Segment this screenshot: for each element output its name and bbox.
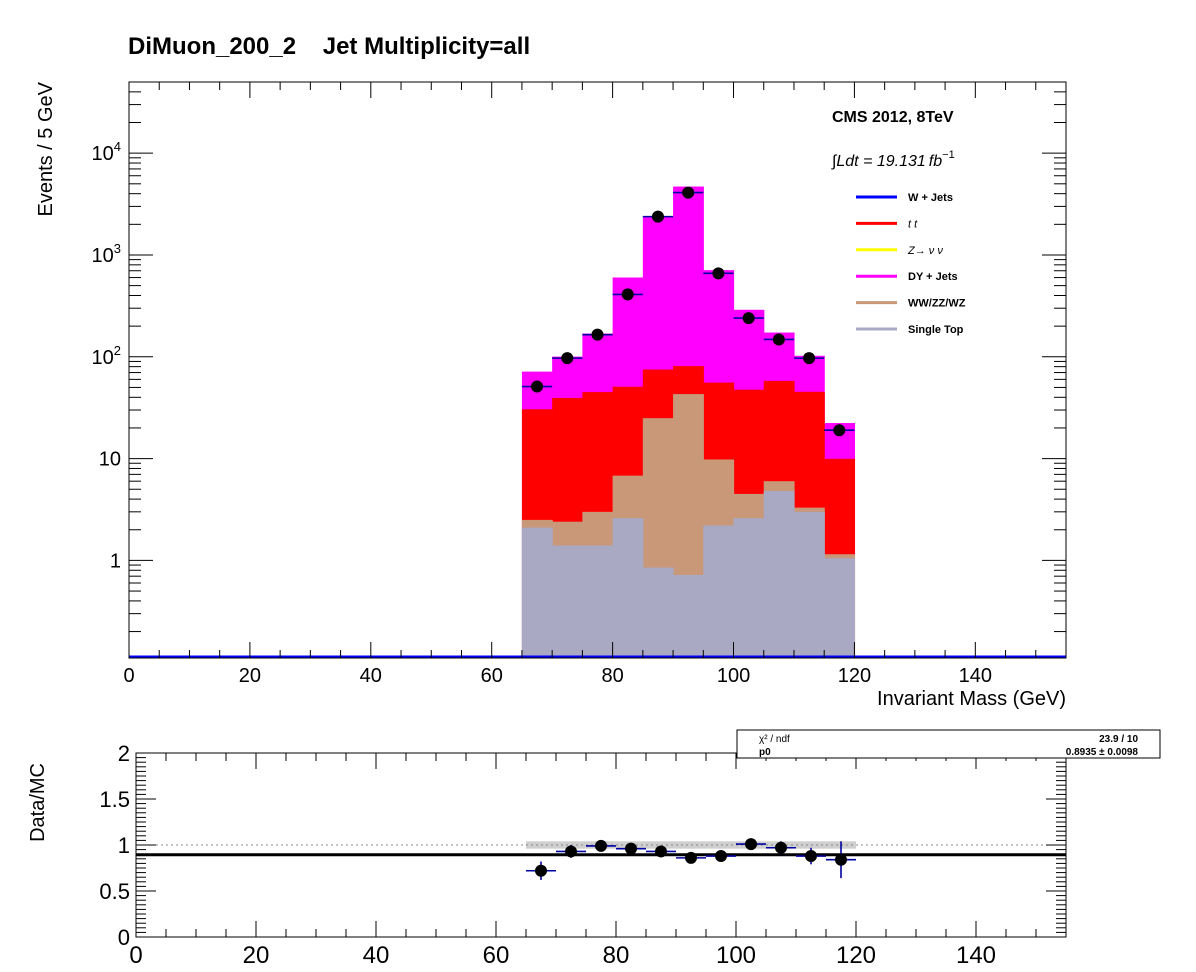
data-point (531, 380, 544, 393)
main-plot-frame: 0 20 40 60 80 100 120 140 1 10 102 103 104 (92, 81, 1067, 687)
p0-value: 0.8935 ± 0.0098 (1066, 747, 1139, 758)
data-point (772, 333, 785, 346)
ratio-x-tick-label: 80 (603, 942, 630, 969)
y-tick-label: 1 (110, 550, 121, 572)
luminosity-prefix: ∫Ldt = 19.131 (831, 153, 926, 170)
legend: W + Jets t t Z→ ν ν DY + Jets WW/ZZ/WZ Single… (856, 192, 966, 336)
legend-label-0: W + Jets (908, 192, 953, 204)
luminosity-exponent: −1 (942, 149, 955, 161)
bar-single-top-3 (612, 518, 644, 658)
legend-label-5: Single Top (908, 324, 964, 336)
bar-single-top-7 (733, 518, 765, 658)
ratio-point (595, 839, 607, 852)
data-points (521, 186, 855, 437)
ratio-x-tick-label: 100 (716, 942, 756, 969)
ratio-point (745, 838, 757, 851)
x-tick-label: 140 (959, 665, 992, 687)
data-point (651, 210, 664, 223)
ratio-x-tick-label: 40 (363, 942, 390, 969)
bar-single-top-9 (793, 511, 825, 658)
data-point (561, 352, 574, 365)
luminosity-unit: fb (929, 153, 942, 170)
data-point (621, 288, 634, 301)
ratio-point (715, 850, 727, 863)
x-axis-label: Invariant Mass (GeV) (877, 688, 1066, 710)
chart-title: DiMuon_200_2 Jet Multiplicity=all (128, 33, 530, 60)
ratio-y-tick-label: 1 (118, 833, 130, 858)
x-tick-label: 100 (717, 665, 750, 687)
luminosity-label: ∫Ldt = 19.131 fb−1 (831, 149, 955, 170)
ratio-x-tick-label: 0 (129, 942, 142, 969)
ratio-y-axis-label: Data/MC (27, 763, 49, 842)
fit-stats-box: χ² / ndf 23.9 / 10 p0 0.8935 ± 0.0098 (736, 729, 1161, 759)
data-point (742, 312, 755, 325)
x-tick-label: 60 (481, 665, 503, 687)
bar-single-top-10 (824, 558, 856, 658)
bar-single-top-2 (582, 545, 614, 658)
ratio-x-tick-label: 60 (483, 942, 510, 969)
bar-single-top-8 (763, 491, 795, 658)
legend-label-3: DY + Jets (908, 271, 958, 283)
legend-label-4: WW/ZZ/WZ (908, 298, 966, 310)
ratio-y-tick-label: 1.5 (99, 787, 130, 812)
ratio-x-tick-label: 140 (956, 942, 996, 969)
ratio-point (565, 845, 577, 858)
data-point (712, 267, 725, 280)
data-point (833, 424, 846, 437)
bar-single-top-4 (642, 567, 674, 658)
data-point (591, 328, 604, 341)
bar-single-top-5 (673, 574, 704, 658)
y-tick-label: 103 (92, 241, 121, 267)
stacked-histogram (129, 186, 1066, 659)
x-tick-label: 120 (838, 665, 871, 687)
x-tick-label: 40 (360, 665, 382, 687)
ratio-y-tick-label: 0.5 (99, 879, 130, 904)
main-plot-border (128, 81, 1067, 659)
ratio-point (655, 845, 667, 858)
ratio-y-tick-label: 0 (118, 925, 130, 950)
ratio-plot-frame: 0 20 40 60 80 100 120 140 0 0.5 1 1.5 2 (99, 741, 1067, 969)
ratio-point (535, 864, 547, 877)
y-tick-label: 102 (92, 343, 121, 369)
chi2-value: 23.9 / 10 (1099, 734, 1138, 745)
chi2-label: χ² / ndf (759, 734, 790, 745)
p0-label: p0 (759, 747, 771, 758)
ratio-y-tick-label: 2 (118, 741, 130, 766)
data-point (803, 352, 816, 365)
x-tick-label: 20 (239, 665, 261, 687)
ratio-point (835, 853, 847, 866)
data-point (682, 186, 695, 199)
x-tick-label: 80 (601, 665, 623, 687)
experiment-label: CMS 2012, 8TeV (832, 109, 954, 126)
y-tick-label: 104 (92, 139, 121, 165)
ratio-point (685, 851, 697, 864)
bar-single-top-1 (552, 545, 583, 658)
legend-label-1: t t (908, 218, 918, 230)
y-tick-label: 10 (99, 449, 121, 471)
bar-single-top-0 (521, 527, 553, 658)
ratio-point (805, 850, 817, 863)
x-tick-label: 0 (123, 665, 134, 687)
legend-label-2: Z→ ν ν (907, 245, 943, 257)
ratio-x-tick-label: 20 (243, 942, 270, 969)
ratio-point (775, 841, 787, 854)
ratio-point (625, 842, 637, 855)
ratio-x-tick-label: 120 (836, 942, 876, 969)
bar-single-top-6 (703, 525, 735, 658)
y-axis-label: Events / 5 GeV (35, 81, 57, 216)
ratio-points (526, 838, 856, 880)
